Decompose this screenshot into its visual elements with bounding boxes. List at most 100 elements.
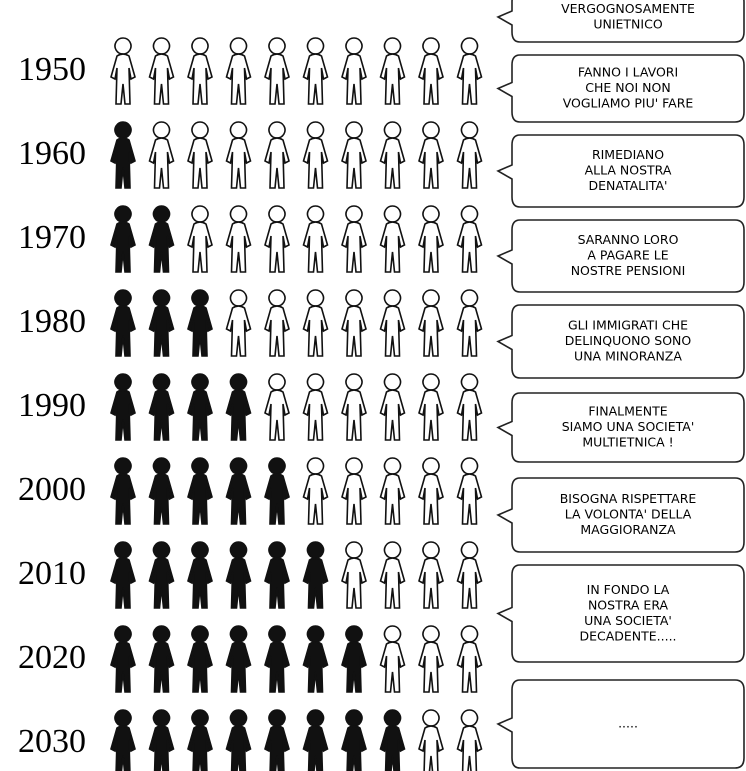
light-figure	[419, 206, 443, 272]
year-label: 1950	[18, 51, 86, 88]
bubble-text: RIMEDIANO	[592, 147, 664, 162]
light-figure	[342, 542, 366, 608]
dark-figures	[111, 542, 328, 608]
dark-figure	[188, 458, 212, 524]
light-figure	[381, 458, 405, 524]
light-figures	[188, 206, 482, 272]
bubble-text: DELINQUONO SONO	[565, 333, 692, 348]
bubble-text: VOGLIAMO PIU' FARE	[563, 96, 694, 111]
dark-figure	[111, 206, 135, 272]
dark-figure	[227, 626, 251, 692]
dark-figure	[188, 290, 212, 356]
light-figure	[265, 38, 289, 104]
dark-figure	[111, 710, 135, 771]
bubble-text: UNA MINORANZA	[574, 349, 682, 364]
dark-figure	[188, 374, 212, 440]
dark-figure	[150, 290, 174, 356]
light-figure	[381, 290, 405, 356]
light-figure	[342, 38, 366, 104]
light-figure	[419, 290, 443, 356]
dark-figure	[265, 710, 289, 771]
light-figures	[342, 542, 482, 608]
dark-figures	[111, 626, 366, 692]
bubble-text: .....	[618, 716, 638, 731]
year-label: 2000	[18, 471, 86, 508]
bubble-text: GLI IMMIGRATI CHE	[568, 318, 688, 333]
dark-figure	[304, 542, 328, 608]
light-figures	[419, 710, 482, 771]
dark-figure	[342, 626, 366, 692]
dark-figure	[265, 542, 289, 608]
dark-figure	[188, 626, 212, 692]
bubble-text: UNA SOCIETA'	[584, 613, 672, 628]
light-figure	[458, 374, 482, 440]
light-figures	[304, 458, 482, 524]
light-figure	[227, 290, 251, 356]
light-figure	[419, 542, 443, 608]
light-figure	[381, 38, 405, 104]
bubble-text: SARANNO LORO	[578, 232, 679, 247]
light-figure	[188, 122, 212, 188]
dark-figure	[227, 458, 251, 524]
bubble-text: FINALMENTE	[588, 404, 667, 419]
dark-figure	[111, 374, 135, 440]
light-figures	[381, 626, 482, 692]
light-figures	[150, 122, 482, 188]
bubble-text: MAGGIORANZA	[580, 522, 676, 537]
light-figure	[342, 206, 366, 272]
dark-figure	[188, 542, 212, 608]
light-figure	[188, 206, 212, 272]
light-figure	[458, 458, 482, 524]
light-figure	[111, 38, 135, 104]
dark-figure	[150, 710, 174, 771]
light-figure	[150, 38, 174, 104]
year-label: 2010	[18, 555, 86, 592]
dark-figures	[111, 290, 212, 356]
light-figure	[227, 206, 251, 272]
dark-figure	[111, 458, 135, 524]
dark-figure	[111, 122, 135, 188]
dark-figure	[150, 458, 174, 524]
dark-figures	[111, 122, 135, 188]
cartoon: 1950VERGOGNOSAMENTEUNIETNICO1960FANNO I …	[0, 0, 746, 771]
year-label: 1990	[18, 387, 86, 424]
light-figure	[381, 626, 405, 692]
dark-figures	[111, 206, 174, 272]
dark-figure	[150, 542, 174, 608]
light-figure	[342, 290, 366, 356]
light-figure	[381, 374, 405, 440]
light-figure	[458, 626, 482, 692]
year-label: 1980	[18, 303, 86, 340]
light-figure	[227, 38, 251, 104]
dark-figures	[111, 710, 405, 771]
light-figure	[458, 38, 482, 104]
light-figure	[227, 122, 251, 188]
light-figure	[188, 38, 212, 104]
dark-figure	[150, 626, 174, 692]
dark-figure	[111, 626, 135, 692]
light-figure	[419, 122, 443, 188]
dark-figure	[265, 626, 289, 692]
bubble-text: A PAGARE LE	[587, 248, 668, 263]
light-figure	[458, 710, 482, 771]
light-figure	[304, 290, 328, 356]
dark-figure	[304, 626, 328, 692]
bubble-text: BISOGNA RISPETTARE	[560, 491, 697, 506]
light-figures	[265, 374, 482, 440]
light-figure	[419, 710, 443, 771]
light-figure	[458, 290, 482, 356]
light-figures	[227, 290, 482, 356]
light-figure	[381, 122, 405, 188]
bubble-text: UNIETNICO	[593, 16, 662, 31]
bubble-text: LA VOLONTA' DELLA	[565, 507, 692, 522]
dark-figure	[111, 290, 135, 356]
bubble-text: MULTIETNICA !	[582, 435, 673, 450]
dark-figure	[304, 710, 328, 771]
dark-figure	[188, 710, 212, 771]
light-figure	[265, 122, 289, 188]
light-figure	[304, 122, 328, 188]
dark-figures	[111, 458, 289, 524]
dark-figure	[150, 206, 174, 272]
dark-figure	[227, 374, 251, 440]
light-figure	[458, 122, 482, 188]
